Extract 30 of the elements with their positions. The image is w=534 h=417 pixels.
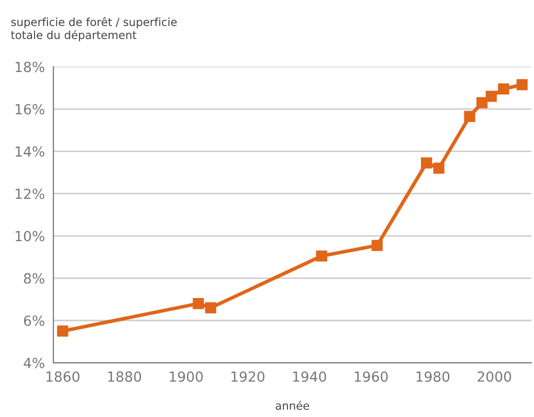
point [486, 90, 497, 102]
x-tick-label: 1940 [293, 371, 326, 382]
x-tick-label: 1920 [232, 371, 264, 382]
point [420, 157, 432, 168]
y-tick-label: 8% [24, 273, 44, 284]
y-tick-label: 12% [16, 188, 44, 200]
x-tick-label: 1900 [170, 371, 203, 382]
y-axis-title: superficie de forêt / superficie totale du département [10, 17, 177, 42]
point [205, 302, 216, 314]
x-tick-label: 1960 [354, 371, 388, 382]
x-axis-title: année [276, 400, 310, 410]
x-tick-label: 2000 [478, 371, 512, 382]
y-tick-label: 14% [16, 146, 44, 157]
y-tick-label: 4% [24, 358, 44, 368]
point [464, 110, 476, 122]
x-tick-label: 1880 [108, 371, 142, 382]
point [516, 79, 528, 90]
point [316, 250, 328, 262]
point [433, 162, 444, 174]
point [476, 97, 488, 108]
y-tick-label: 16% [16, 104, 44, 114]
point [192, 298, 204, 310]
y-tick-label: 6% [24, 315, 44, 326]
x-tick-label: 1980 [416, 371, 450, 382]
x-tick-label: 1860 [46, 371, 80, 382]
point [498, 83, 510, 94]
point [372, 240, 383, 251]
point [57, 326, 68, 337]
y-tick-label: 18% [16, 62, 44, 72]
y-tick-label: 10% [16, 230, 44, 242]
